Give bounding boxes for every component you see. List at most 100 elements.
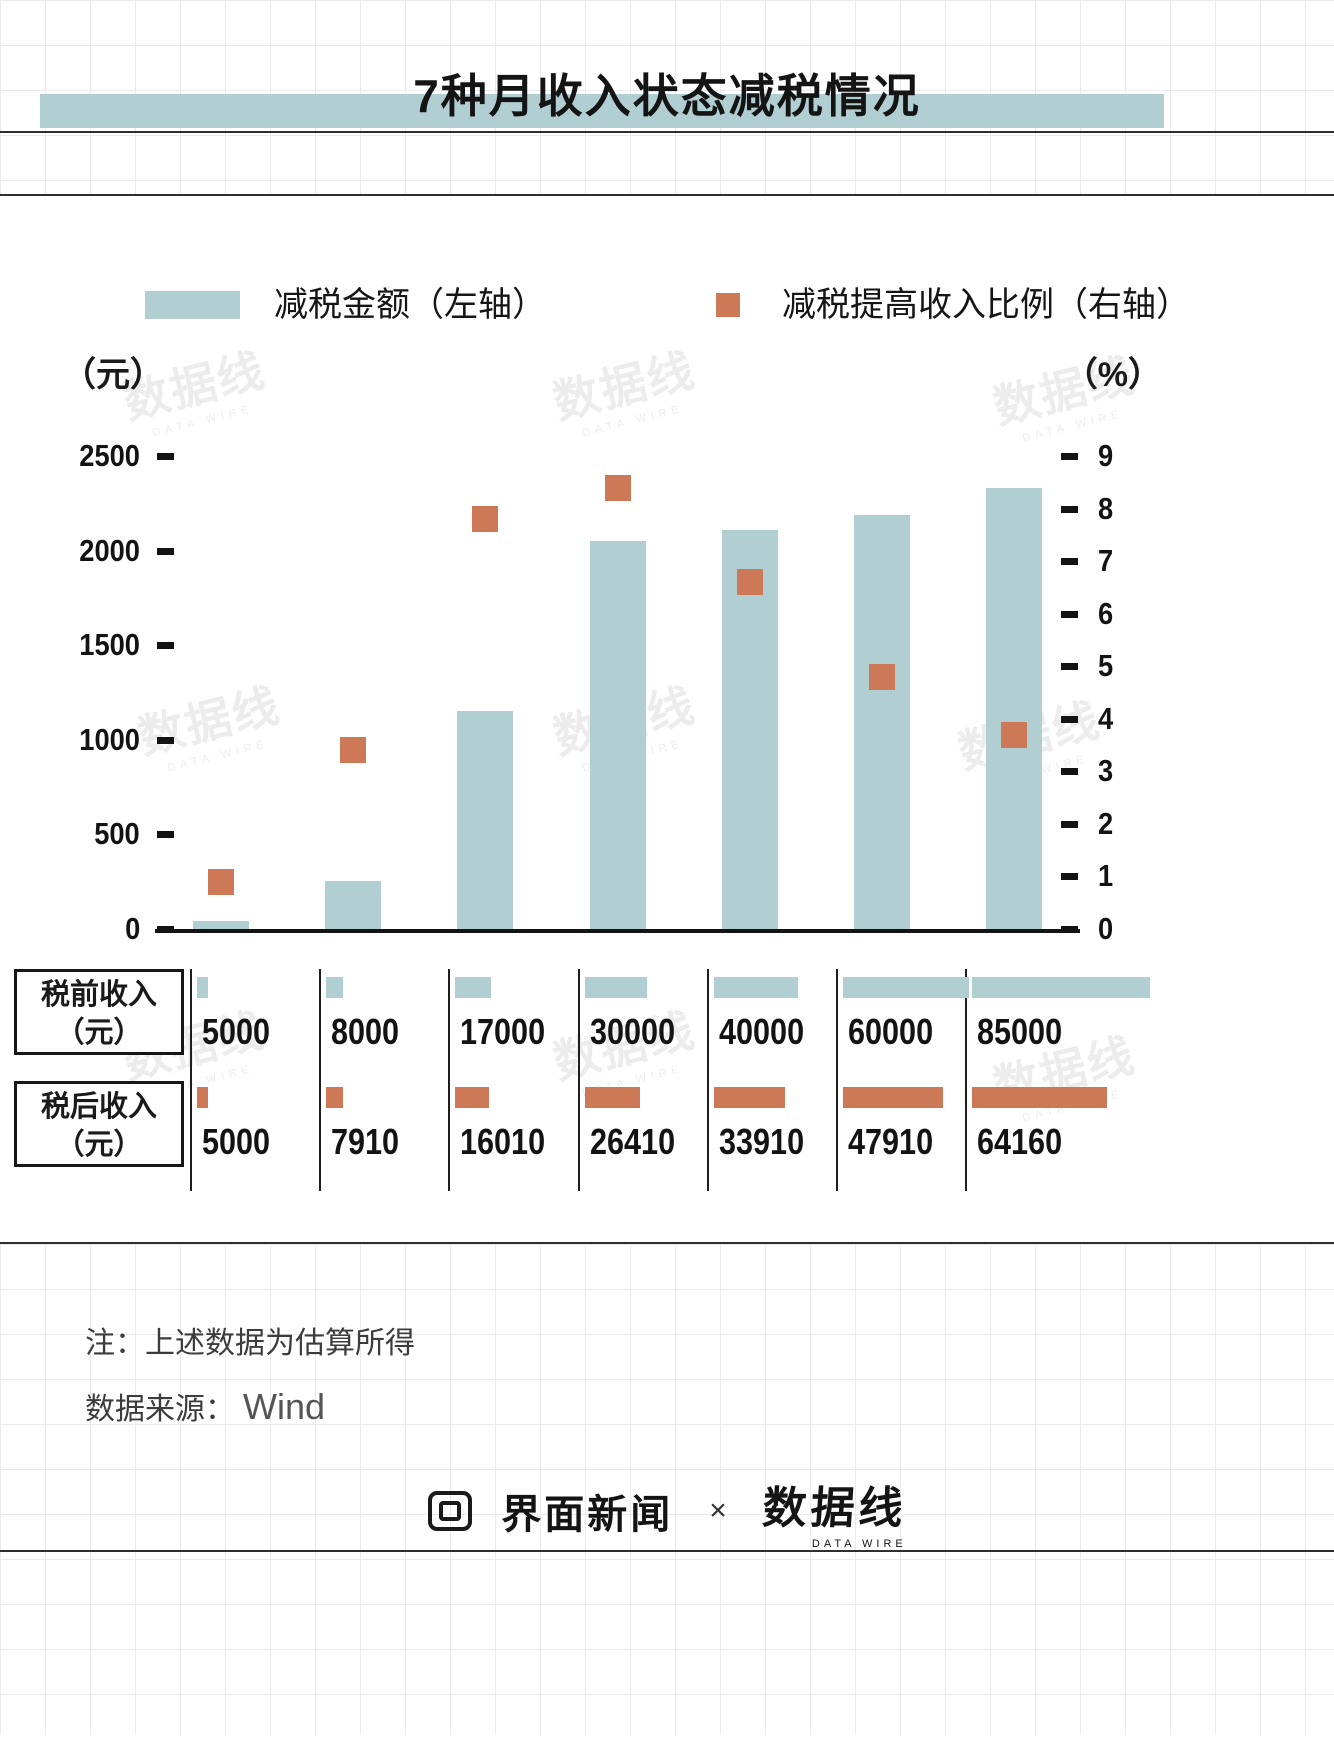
pretax-value: 85000 bbox=[977, 1011, 1063, 1052]
tax-cut-bar bbox=[589, 541, 646, 929]
pretax-value: 40000 bbox=[718, 1011, 804, 1052]
pretax-value: 8000 bbox=[331, 1011, 400, 1052]
aftertax-label-box: 税后收入 （元） bbox=[14, 1081, 184, 1167]
datawire-logo-text: 数据线 bbox=[760, 1484, 909, 1533]
right-tick-dash-icon bbox=[1061, 820, 1078, 828]
jiemian-logo-text: 界面新闻 bbox=[501, 1493, 674, 1537]
aftertax-bar bbox=[326, 1087, 343, 1108]
ratio-point bbox=[1000, 721, 1027, 748]
column-divider bbox=[836, 969, 838, 1191]
right-tick-label: 1 bbox=[1098, 858, 1114, 894]
header-divider-line bbox=[0, 131, 1334, 133]
teal-bar-swatch-icon bbox=[145, 291, 240, 319]
pretax-value: 30000 bbox=[589, 1011, 675, 1052]
footer-divider-line bbox=[0, 1550, 1334, 1552]
left-tick-dash-icon bbox=[157, 642, 174, 650]
income-table: 税前收入 （元） 税后收入 （元） 5000 8000 17000 30000 4000… bbox=[0, 969, 1334, 1191]
title-highlight-band bbox=[40, 94, 1164, 128]
legend-label-ratio: 减税提高收入比例（右轴） bbox=[782, 286, 1190, 324]
source-text: 数据来源： Wind bbox=[0, 1362, 1334, 1428]
column-divider bbox=[190, 969, 192, 1191]
aftertax-value: 16010 bbox=[460, 1121, 546, 1162]
aftertax-bar bbox=[843, 1087, 944, 1108]
right-tick-label: 0 bbox=[1098, 911, 1114, 946]
pretax-bar bbox=[713, 977, 798, 998]
pretax-bar bbox=[972, 977, 1151, 998]
aftertax-label-line2: （元） bbox=[55, 1129, 143, 1161]
datawire-logo-subtext: DATA WIRE bbox=[811, 1538, 907, 1550]
ratio-point bbox=[340, 737, 367, 764]
right-tick-dash-icon bbox=[1061, 926, 1078, 933]
left-tick-label: 0 bbox=[124, 911, 140, 946]
left-axis-unit: （元） bbox=[62, 356, 164, 394]
aftertax-bar bbox=[455, 1087, 489, 1108]
aftertax-bar bbox=[972, 1087, 1107, 1108]
aftertax-value: 7910 bbox=[331, 1121, 400, 1162]
left-tick-dash-icon bbox=[157, 831, 174, 839]
ratio-point bbox=[472, 506, 499, 533]
note-text: 注：上述数据为估算所得 bbox=[85, 1327, 415, 1360]
ratio-point bbox=[736, 569, 763, 596]
legend: 减税金额（左轴） 减税提高收入比例（右轴） bbox=[145, 284, 1334, 326]
right-tick-label: 7 bbox=[1098, 543, 1114, 579]
column-divider bbox=[319, 969, 322, 1191]
tax-cut-bar bbox=[721, 529, 778, 929]
column-divider bbox=[965, 969, 968, 1191]
legend-label-tax-cut: 减税金额（左轴） bbox=[274, 286, 546, 324]
right-tick-dash-icon bbox=[1061, 610, 1078, 618]
aftertax-bar bbox=[713, 1087, 785, 1108]
tax-cut-bar bbox=[853, 514, 910, 929]
right-tick-label: 4 bbox=[1098, 700, 1114, 736]
right-tick-label: 8 bbox=[1098, 490, 1114, 526]
left-tick-dash-icon bbox=[157, 926, 174, 933]
right-tick-dash-icon bbox=[1061, 505, 1078, 513]
tax-cut-bar bbox=[985, 488, 1042, 929]
right-tick-label: 9 bbox=[1098, 438, 1114, 473]
legend-item-ratio: 减税提高收入比例（右轴） bbox=[546, 284, 1190, 326]
right-tick-dash-icon bbox=[1061, 558, 1078, 566]
aftertax-value: 64160 bbox=[977, 1121, 1063, 1162]
multiply-separator: × bbox=[709, 1494, 727, 1527]
source-label: 数据来源： bbox=[85, 1393, 235, 1426]
left-tick-dash-icon bbox=[157, 453, 174, 460]
left-tick-dash-icon bbox=[157, 736, 174, 744]
tax-cut-bar bbox=[457, 711, 514, 929]
tax-cut-bar bbox=[193, 920, 250, 929]
pretax-label-line1: 税前收入 bbox=[40, 979, 157, 1011]
legend-item-tax-cut: 减税金额（左轴） bbox=[145, 284, 546, 326]
source-value: Wind bbox=[243, 1386, 326, 1427]
column-divider bbox=[577, 969, 580, 1191]
pretax-label-line2: （元） bbox=[55, 1017, 143, 1049]
pretax-bar bbox=[843, 977, 969, 998]
logo-row: 界面新闻 × 数据线 DATA WIRE bbox=[0, 1472, 1334, 1550]
footer: 注：上述数据为估算所得 数据来源： Wind 界面新闻 × 数据线 DATA WI… bbox=[0, 1242, 1334, 1734]
aftertax-label-line1: 税后收入 bbox=[40, 1091, 157, 1123]
pretax-label-box: 税前收入 （元） bbox=[14, 969, 184, 1055]
column-divider bbox=[448, 969, 451, 1191]
pretax-value: 60000 bbox=[848, 1011, 934, 1052]
pretax-bar bbox=[197, 977, 208, 998]
pretax-value: 5000 bbox=[202, 1011, 271, 1052]
pretax-bar bbox=[455, 977, 491, 998]
left-tick-label: 1500 bbox=[79, 627, 140, 663]
right-tick-label: 6 bbox=[1098, 595, 1114, 631]
left-tick-label: 500 bbox=[94, 816, 140, 852]
right-tick-dash-icon bbox=[1061, 873, 1078, 881]
right-tick-dash-icon bbox=[1061, 453, 1078, 460]
aftertax-bar bbox=[584, 1087, 640, 1108]
plot-area: 2500 2000 1500 1000 500 0 9 8 7 6 5 4 3 2 1 0 bbox=[79, 438, 1113, 946]
right-tick-label: 5 bbox=[1098, 648, 1114, 684]
left-tick-dash-icon bbox=[157, 547, 174, 555]
right-tick-dash-icon bbox=[1061, 663, 1078, 671]
right-axis-unit: （%） bbox=[1063, 356, 1162, 394]
chart-section: 减税金额（左轴） 减税提高收入比例（右轴） （元） （%） 2500 2000 15… bbox=[0, 284, 1334, 1191]
axis-units-row: （元） （%） bbox=[0, 352, 1334, 398]
pretax-bar bbox=[326, 977, 343, 998]
ratio-point bbox=[868, 663, 895, 690]
aftertax-value: 5000 bbox=[202, 1121, 271, 1162]
right-tick-label: 2 bbox=[1098, 805, 1114, 841]
aftertax-value: 26410 bbox=[589, 1121, 675, 1162]
pretax-bar bbox=[584, 977, 648, 998]
datawire-logo: 数据线 DATA WIRE bbox=[760, 1472, 909, 1550]
ratio-point bbox=[208, 868, 235, 895]
